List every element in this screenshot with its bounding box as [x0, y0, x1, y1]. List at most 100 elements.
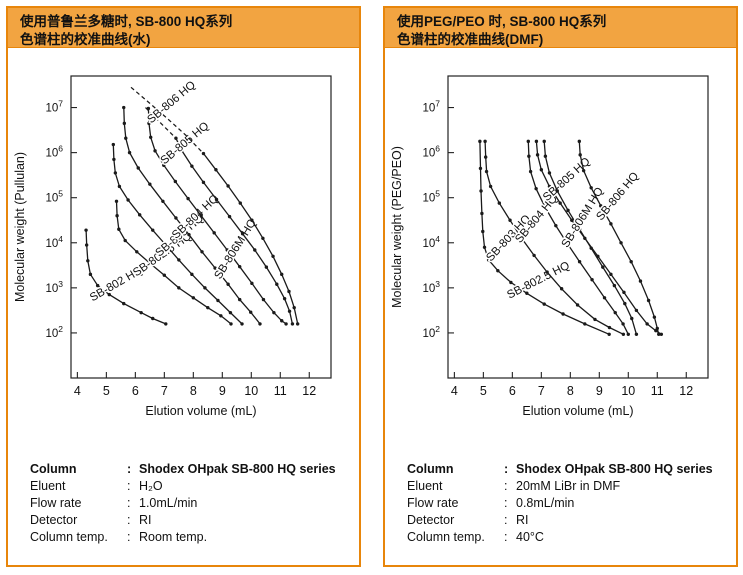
x-tick-label: 4 — [74, 384, 81, 398]
x-tick-label: 7 — [161, 384, 168, 398]
y-tick-label: 106 — [422, 144, 440, 160]
condition-row: Column: Shodex OHpak SB-800 HQ series — [407, 461, 736, 478]
curve-label: SB-806M HQ — [212, 217, 258, 281]
y-tick-label: 107 — [422, 99, 440, 115]
condition-value: RI — [516, 513, 529, 527]
y-axis-title: Molecular weight (Pullulan) — [13, 152, 27, 302]
curve-SB-806-HQ: SB-806 HQ — [577, 139, 661, 336]
panel-calibration-dmf: 使用PEG/PEO 时, SB-800 HQ系列 色谱柱的校准曲线(DMF) 4… — [383, 6, 738, 567]
curve-label: SB-806 HQ — [145, 79, 198, 126]
condition-colon: : — [504, 496, 508, 510]
condition-label: Detector — [30, 513, 78, 527]
curve-label: SB-805 HQ — [541, 156, 593, 204]
x-tick-label: 10 — [621, 384, 635, 398]
condition-label: Detector — [407, 513, 455, 527]
y-tick-label: 104 — [45, 234, 63, 250]
curve-SB-802-HQ: SB-802 HQ — [84, 228, 168, 326]
condition-colon: : — [504, 513, 508, 527]
chart-peg-peo-dmf: 4 5 6 7 8 9 10 11 12 107 106 105 104 103 102 Elution vo… — [386, 50, 736, 457]
condition-label: Column temp. — [407, 530, 485, 544]
calibration-chart: 4 5 6 7 8 9 10 11 12 107 106 105 104 103 102 Elution vo… — [13, 75, 332, 418]
calibration-chart: 4 5 6 7 8 9 10 11 12 107 106 105 104 103 102 Elution vo… — [390, 75, 709, 418]
y-tick-label: 105 — [45, 189, 63, 205]
panel-header-water: 使用普鲁兰多糖时, SB-800 HQ系列 色谱柱的校准曲线(水) — [8, 8, 359, 48]
conditions-dmf: Column: Shodex OHpak SB-800 HQ series Elue… — [385, 461, 736, 546]
condition-value: 0.8mL/min — [516, 496, 575, 510]
panel-header-dmf: 使用PEG/PEO 时, SB-800 HQ系列 色谱柱的校准曲线(DMF) — [385, 8, 736, 48]
plot-frame — [447, 75, 709, 379]
condition-label: Eluent — [30, 479, 66, 493]
x-axis-title: Elution volume (mL) — [522, 404, 633, 418]
condition-row: Detector: RI — [30, 512, 359, 529]
curve-SB-805-HQ: SB-805 HQ — [145, 107, 295, 326]
x-tick-label: 8 — [190, 384, 197, 398]
condition-colon: : — [127, 462, 132, 476]
condition-colon: : — [127, 496, 131, 510]
condition-row: Flow rate:1.0mL/min — [30, 495, 359, 512]
y-tick-label: 102 — [45, 324, 63, 340]
condition-row: Column temp.:40°C — [407, 529, 736, 546]
x-tick-label: 10 — [244, 384, 258, 398]
curve-SB-802-5-HQ: SB-802.5 HQ — [114, 199, 233, 326]
y-tick-label: 102 — [422, 324, 440, 340]
condition-colon: : — [504, 479, 508, 493]
x-tick-label: 4 — [451, 384, 458, 398]
panel-title-line2: 色谱柱的校准曲线(DMF) — [397, 31, 544, 47]
curve-SB-806M-HQ: SB-806M HQ — [542, 139, 639, 336]
curve-label: SB-805 HQ — [159, 120, 212, 167]
plot-frame — [70, 75, 332, 379]
y-tick-label: 104 — [422, 234, 440, 250]
condition-row: Detector: RI — [407, 512, 736, 529]
curve-SB-805-HQ: SB-805 HQ — [534, 139, 664, 336]
y-axis-title: Molecular weight (PEG/PEO) — [390, 146, 404, 308]
panel-calibration-water: 使用普鲁兰多糖时, SB-800 HQ系列 色谱柱的校准曲线(水) 4 5 6 7 8 9… — [6, 6, 361, 567]
condition-colon: : — [127, 530, 131, 544]
x-tick-label: 7 — [538, 384, 545, 398]
condition-colon: : — [127, 479, 131, 493]
condition-label: Column temp. — [30, 530, 108, 544]
condition-value: Shodex OHpak SB-800 HQ series — [139, 462, 336, 476]
y-tick-label: 105 — [422, 189, 440, 205]
condition-value: 1.0mL/min — [139, 496, 198, 510]
x-tick-label: 5 — [103, 384, 110, 398]
condition-value: Shodex OHpak SB-800 HQ series — [516, 462, 713, 476]
x-tick-label: 6 — [132, 384, 139, 398]
conditions-water: Column: Shodex OHpak SB-800 HQ series Elue… — [8, 461, 359, 546]
panel-title-line1: 使用普鲁兰多糖时, SB-800 HQ系列 — [20, 14, 233, 29]
x-tick-label: 12 — [679, 384, 693, 398]
curve-SB-803-HQ: SB-803 HQ — [483, 139, 626, 336]
x-tick-label: 12 — [302, 384, 316, 398]
condition-colon: : — [504, 530, 508, 544]
x-tick-label: 11 — [651, 384, 664, 398]
y-tick-label: 106 — [45, 144, 63, 160]
panel-title-line1: 使用PEG/PEO 时, SB-800 HQ系列 — [397, 14, 607, 29]
condition-label: Flow rate — [407, 496, 459, 510]
condition-colon: : — [504, 462, 509, 476]
curve-SB-802-5-HQ: SB-802.5 HQ — [478, 139, 611, 336]
condition-label: Column — [407, 462, 454, 476]
condition-row: Eluent:20mM LiBr in DMF — [407, 478, 736, 495]
curve-label: SB-802.5 HQ — [505, 260, 571, 302]
x-tick-label: 9 — [219, 384, 226, 398]
x-tick-label: 11 — [274, 384, 287, 398]
condition-row: Flow rate:0.8mL/min — [407, 495, 736, 512]
y-tick-label: 103 — [422, 279, 440, 295]
condition-value: H₂O — [139, 479, 163, 493]
x-tick-label: 5 — [480, 384, 487, 398]
x-tick-label: 6 — [509, 384, 516, 398]
condition-label: Eluent — [407, 479, 443, 493]
condition-row: Eluent: H₂O — [30, 478, 359, 495]
condition-colon: : — [127, 513, 131, 527]
panel-title-line2: 色谱柱的校准曲线(水) — [20, 31, 151, 47]
y-tick-label: 103 — [45, 279, 63, 295]
curve-SB-806M-HQ: SB-806M HQ — [146, 106, 288, 326]
condition-value: RI — [139, 513, 152, 527]
y-tick-label: 107 — [45, 99, 63, 115]
x-tick-label: 9 — [596, 384, 603, 398]
condition-value: Room temp. — [139, 530, 208, 544]
x-tick-label: 8 — [567, 384, 574, 398]
chart-pullulan-water: 4 5 6 7 8 9 10 11 12 107 106 105 104 103 102 Elution vo… — [9, 50, 359, 457]
condition-label: Flow rate — [30, 496, 82, 510]
condition-value: 40°C — [516, 530, 544, 544]
condition-row: Column: Shodex OHpak SB-800 HQ series — [30, 461, 359, 478]
